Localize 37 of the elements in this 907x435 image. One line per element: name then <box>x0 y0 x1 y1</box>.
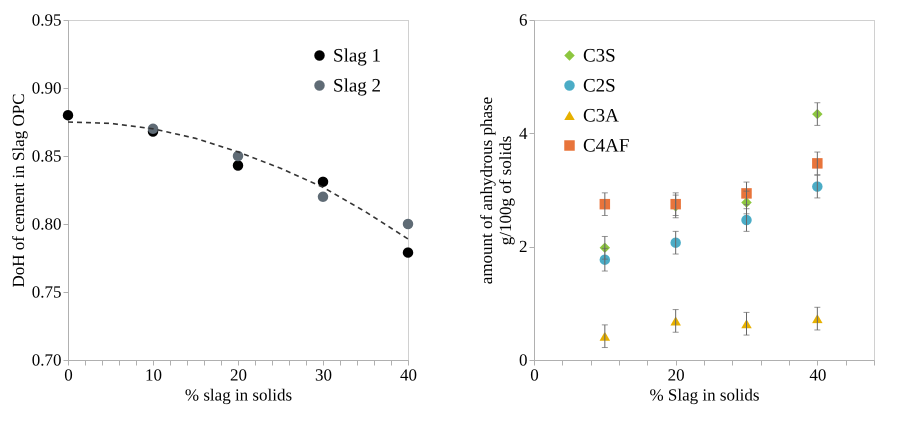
legend-label: C4AF <box>583 136 630 156</box>
point <box>318 176 328 188</box>
point <box>600 198 610 210</box>
x-axis-title: % Slag in solids <box>649 386 760 404</box>
line-series <box>67 121 409 240</box>
legend-label: Slag 2 <box>333 76 382 96</box>
y-axis-title: DoH of cement in Slag OPC <box>8 93 28 288</box>
y-tick-label: 0.75 <box>32 282 62 302</box>
x-tick-label: 40 <box>400 366 417 384</box>
point <box>318 192 328 202</box>
y-tick-label: 0 <box>519 350 528 370</box>
point <box>402 218 414 230</box>
point <box>670 198 681 210</box>
y-axis-title: amount of anhydrous phase g/100g of solids <box>477 96 515 284</box>
point <box>232 160 244 171</box>
x-tick-label: 30 <box>315 366 332 384</box>
y-tick-label: 0.70 <box>32 350 62 370</box>
x-axis-title: % slag in solids <box>184 386 292 404</box>
y-tick-label: 6 <box>519 10 528 30</box>
legend-label: C3S <box>583 46 616 66</box>
x-tick-label: 0 <box>64 366 73 384</box>
y-tick-label: 0.90 <box>32 78 62 98</box>
x-tick-label: 10 <box>145 366 162 384</box>
x-tick-label: 20 <box>668 366 685 384</box>
y-tick-label: 0.80 <box>32 214 62 234</box>
y-tick-label: 0.85 <box>32 146 62 166</box>
x-tick-label: 20 <box>230 366 247 384</box>
legend-label: C2S <box>583 76 616 96</box>
x-tick-label: 40 <box>809 366 826 384</box>
y-tick-label: 4 <box>519 124 528 143</box>
point <box>812 158 823 169</box>
point <box>62 110 74 120</box>
y-tick-label: 2 <box>519 237 528 256</box>
y-tick-label: 0.95 <box>32 10 62 30</box>
legend-label: C3A <box>583 106 620 126</box>
legend-label: Slag 1 <box>333 46 382 66</box>
point <box>402 247 414 258</box>
